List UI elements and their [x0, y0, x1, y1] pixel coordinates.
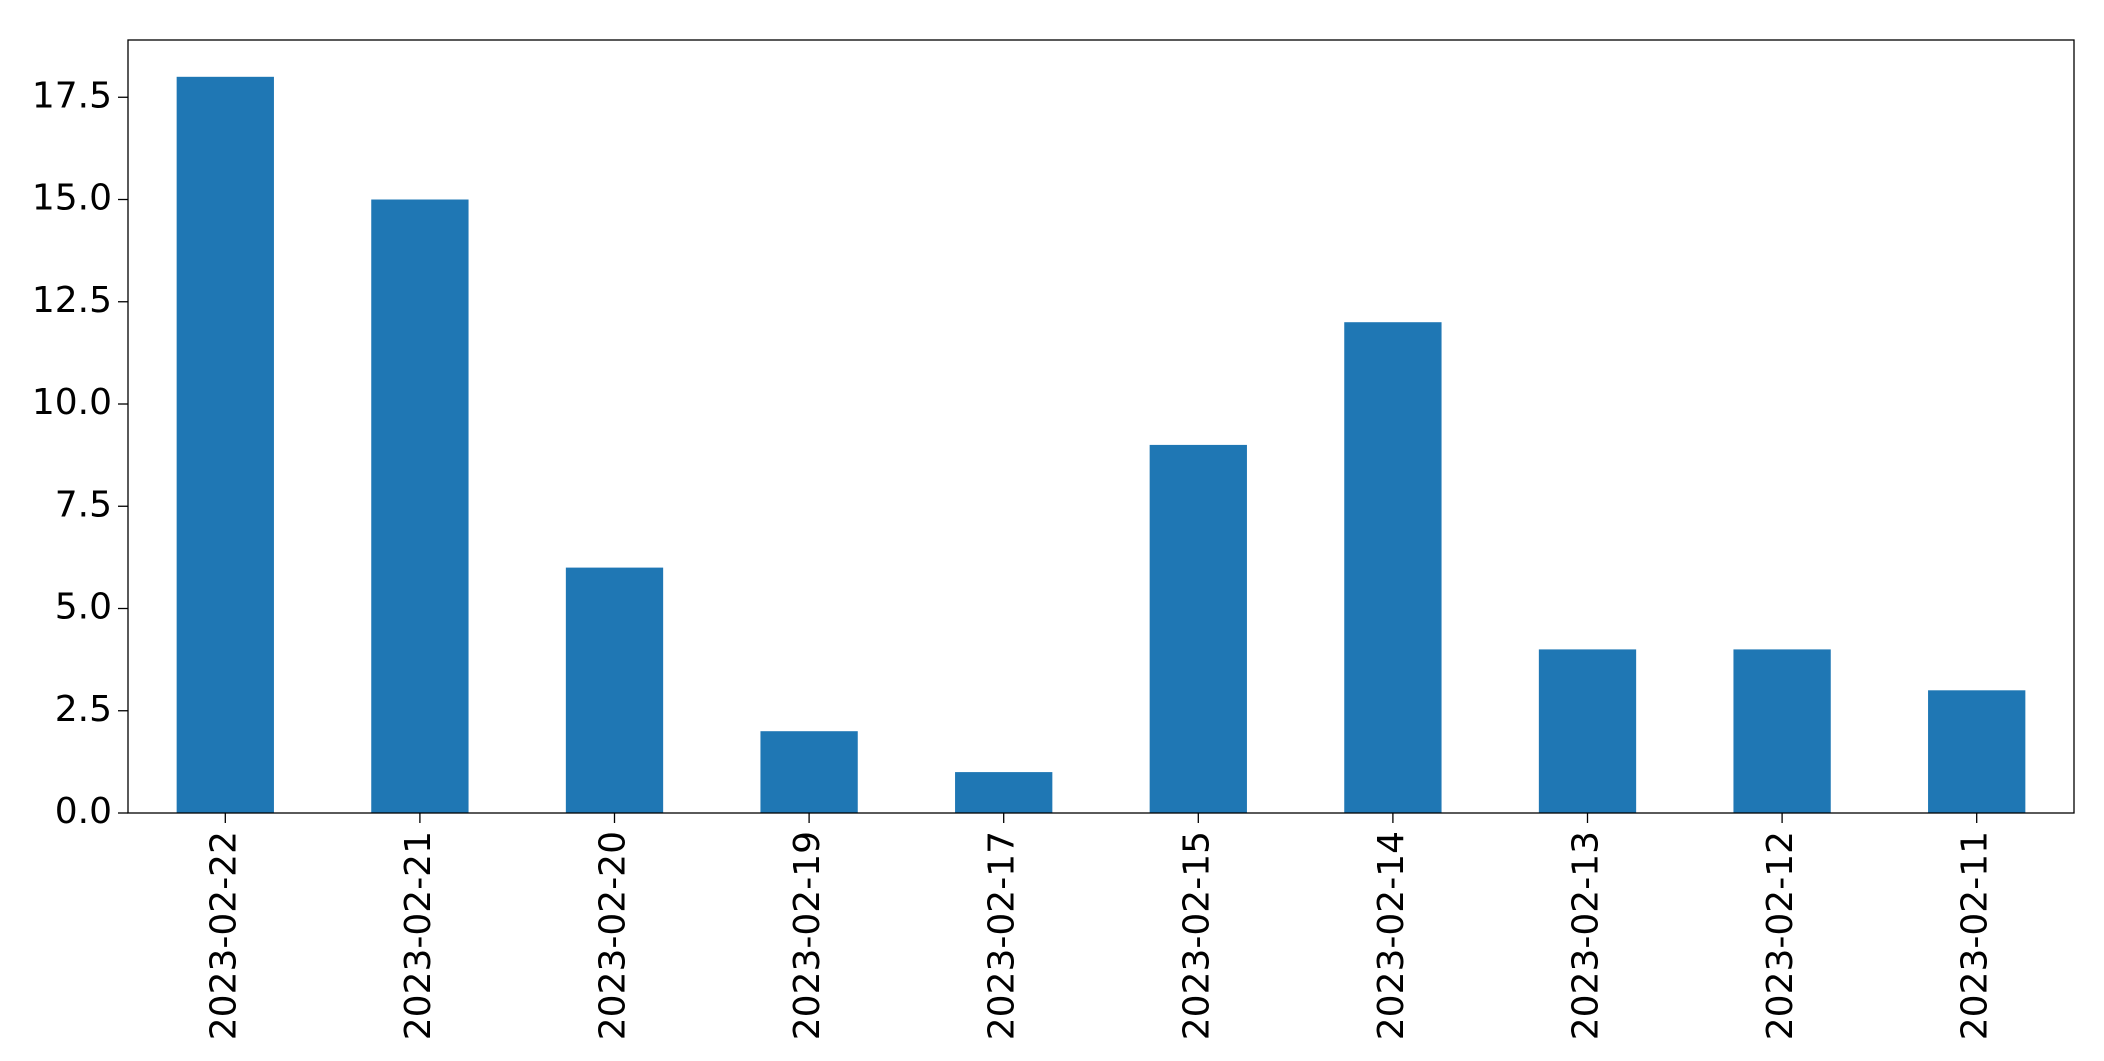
bar [1344, 322, 1442, 813]
bar [1733, 649, 1831, 813]
y-tick-label: 7.5 [55, 484, 112, 525]
y-tick-label: 12.5 [32, 280, 112, 321]
y-tick-label: 2.5 [55, 689, 112, 730]
x-tick-label: 2023-02-11 [1955, 831, 1996, 1040]
bar [1538, 649, 1637, 813]
x-tick-label: 2023-02-17 [982, 831, 1023, 1040]
y-tick-label: 15.0 [32, 178, 112, 219]
x-tick-label: 2023-02-15 [1176, 831, 1217, 1040]
bar [565, 567, 664, 813]
x-tick-label: 2023-02-19 [787, 831, 828, 1040]
x-tick-label: 2023-02-13 [1566, 831, 1607, 1040]
y-tick-label: 5.0 [55, 587, 112, 628]
bar [955, 772, 1053, 813]
x-tick-label: 2023-02-20 [593, 831, 634, 1040]
x-tick-label: 2023-02-14 [1371, 831, 1412, 1040]
plot-frame [127, 39, 2075, 814]
bar [371, 199, 469, 813]
y-tick-label: 10.0 [32, 382, 112, 423]
bar [760, 731, 858, 813]
x-tick-label: 2023-02-21 [398, 831, 439, 1040]
x-tick-label: 2023-02-12 [1760, 831, 1801, 1040]
y-tick-label: 0.0 [55, 791, 112, 832]
x-tick-label: 2023-02-22 [203, 831, 244, 1040]
bar [176, 76, 274, 814]
bar [1149, 444, 1247, 813]
y-tick-label: 17.5 [32, 75, 112, 116]
bar [1928, 690, 2026, 813]
